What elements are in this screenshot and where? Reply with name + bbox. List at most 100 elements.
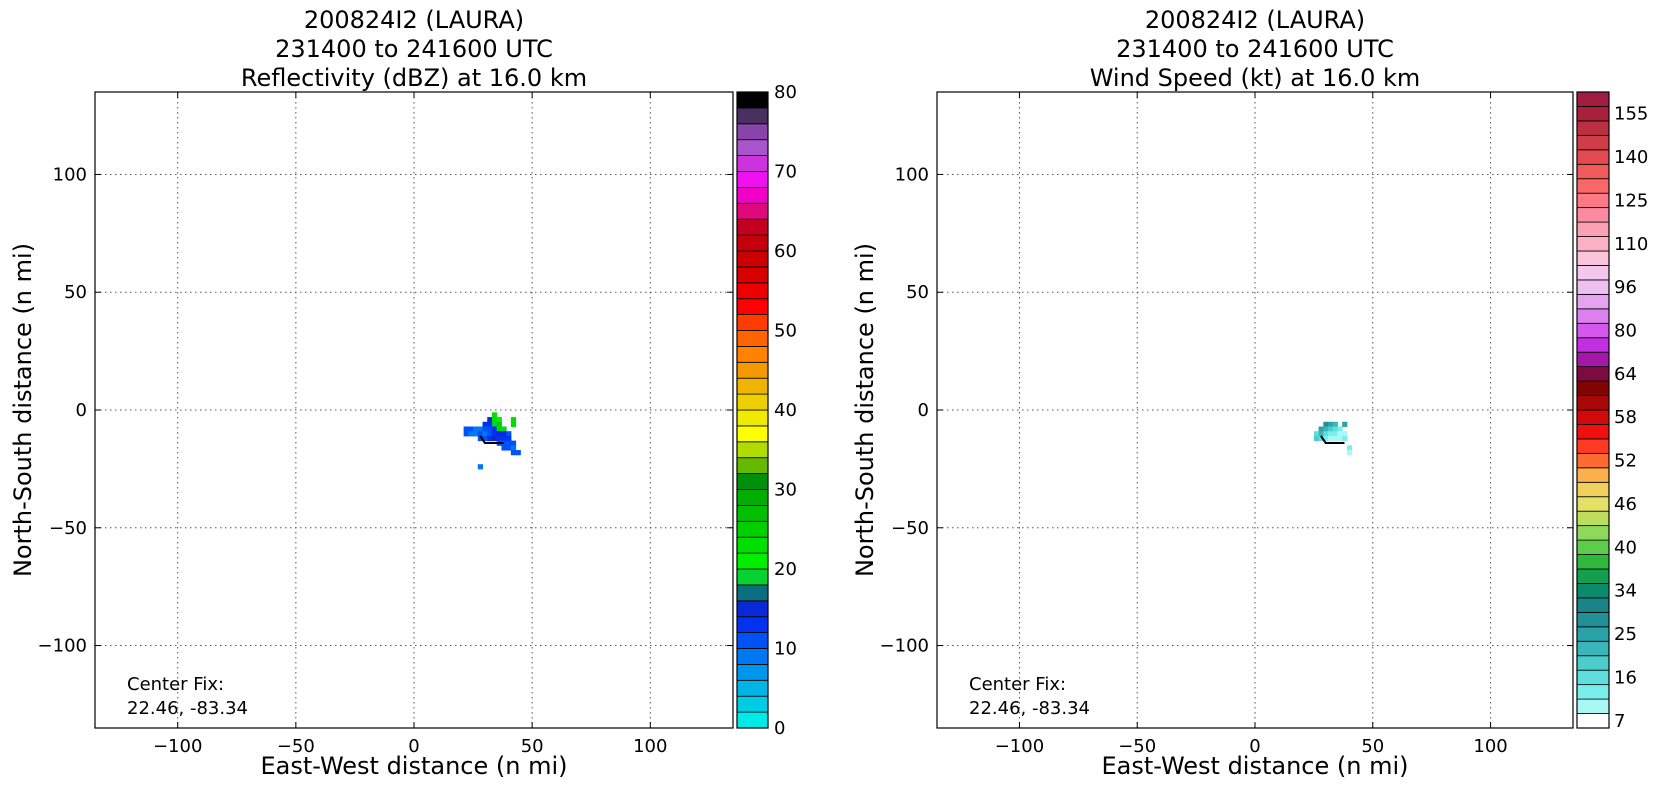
x-axis-label: East-West distance (n mi) [260,752,567,780]
data-cell [1328,435,1334,442]
data-cell [1328,421,1334,427]
colorbar-tick-label: 155 [1614,104,1648,125]
colorbar-tick-label: 25 [1614,624,1637,645]
data-cell [1318,426,1324,432]
colorbar-cell [1576,265,1610,281]
x-tick-label: 50 [1361,736,1384,757]
colorbar-cell [1576,293,1610,310]
y-axis-label: North-South distance (n mi) [9,243,37,577]
data-cell [1337,431,1343,437]
data-cell [1342,435,1348,442]
data-cell [1313,431,1320,437]
colorbar-tick-label: 125 [1614,190,1648,211]
data-cell [1323,426,1329,432]
data-cell [1342,421,1348,427]
colorbar-cell [736,282,769,300]
data-cell [510,445,517,451]
colorbar-cell [1576,120,1610,136]
colorbar-cell [736,202,769,220]
y-tick-label: −100 [880,636,929,657]
colorbar-cell [736,298,769,316]
colorbar-cell [1576,597,1610,613]
data-cell [1346,450,1353,456]
x-tick-label: −100 [153,736,202,757]
colorbar-cell [1576,611,1610,628]
data-cell [515,450,521,456]
data-cell [1318,435,1324,442]
data-cell [1323,435,1329,442]
colorbar-cell [736,552,769,570]
colorbar-cell [736,155,769,172]
colorbar-tick-label: 70 [774,162,797,183]
colorbar-cell [1576,452,1610,469]
data-cell [1313,435,1320,442]
colorbar-cell [736,218,769,236]
colorbar-cell [1576,106,1610,122]
colorbar-cell [1576,221,1610,237]
data-cell [487,426,493,432]
colorbar-cell [1576,626,1610,642]
data-cell [473,431,479,437]
data-cell [1328,426,1334,432]
colorbar-cell [1576,510,1610,527]
data-cell [487,421,493,427]
colorbar-cell [1576,481,1610,498]
data-cell [506,431,512,437]
data-cell [1323,421,1329,427]
colorbar-tick-label: 60 [774,241,797,262]
colorbar-cell [1576,698,1610,714]
colorbar-cell [1576,149,1610,165]
colorbar-cell [736,520,769,538]
colorbar-tick-label: 140 [1614,147,1648,168]
data-cell [482,435,488,442]
colorbar-cell [1576,192,1610,209]
data-cell [491,431,498,437]
colorbar-cell [1576,279,1610,295]
data-cell [1332,431,1338,437]
colorbar-cell [736,568,769,586]
colorbar-cell [1576,554,1610,570]
data-cell [477,431,484,437]
data-cell [487,431,493,437]
y-tick-label: 50 [64,282,87,303]
colorbar: 7 16 25 34 40 46 52 58 64 80 96 110 125 140 155 [1576,91,1648,732]
data-cell [1332,421,1338,427]
colorbar-cell [1576,163,1610,180]
colorbar-cell [1576,337,1610,353]
data-cell [506,445,512,451]
colorbar-tick-label: 34 [1614,581,1637,602]
colorbar-tick-label: 96 [1614,277,1637,298]
y-tick-label: 50 [906,282,929,303]
data-cell [487,435,493,442]
colorbar-tick-label: 16 [1614,667,1637,688]
data-cell [491,435,498,442]
data-cell [501,426,507,432]
data-cell [491,417,498,423]
data-cell [1332,435,1338,442]
colorbar-cell [1576,525,1610,541]
chart-title-line-3: Reflectivity (dBZ) at 16.0 km [241,64,587,92]
y-axis-label: North-South distance (n mi) [851,243,879,577]
data-cell [496,421,502,427]
data-cell [1342,431,1348,437]
data-cell [501,435,507,442]
colorbar-cell [736,186,769,204]
colorbar-cell [736,695,769,713]
data-cell [1318,431,1324,437]
y-tick-label: −100 [38,636,87,657]
x-tick-label: 0 [1249,736,1260,757]
colorbar-cell [1576,568,1610,584]
colorbar-tick-label: 50 [774,321,797,342]
colorbar-tick-label: 58 [1614,407,1637,428]
colorbar-cell [736,361,769,379]
data-cell [496,417,502,423]
center-fix-annotation-line-2: 22.46, -83.34 [969,698,1090,719]
colorbar-cell [1576,583,1610,599]
x-tick-label: 100 [1473,736,1507,757]
colorbar-cell [1576,496,1610,512]
colorbar-cell [736,679,769,697]
data-cell [482,431,488,437]
data-cell [477,435,484,442]
y-tick-label: 100 [53,164,87,185]
data-cell [1328,431,1334,437]
